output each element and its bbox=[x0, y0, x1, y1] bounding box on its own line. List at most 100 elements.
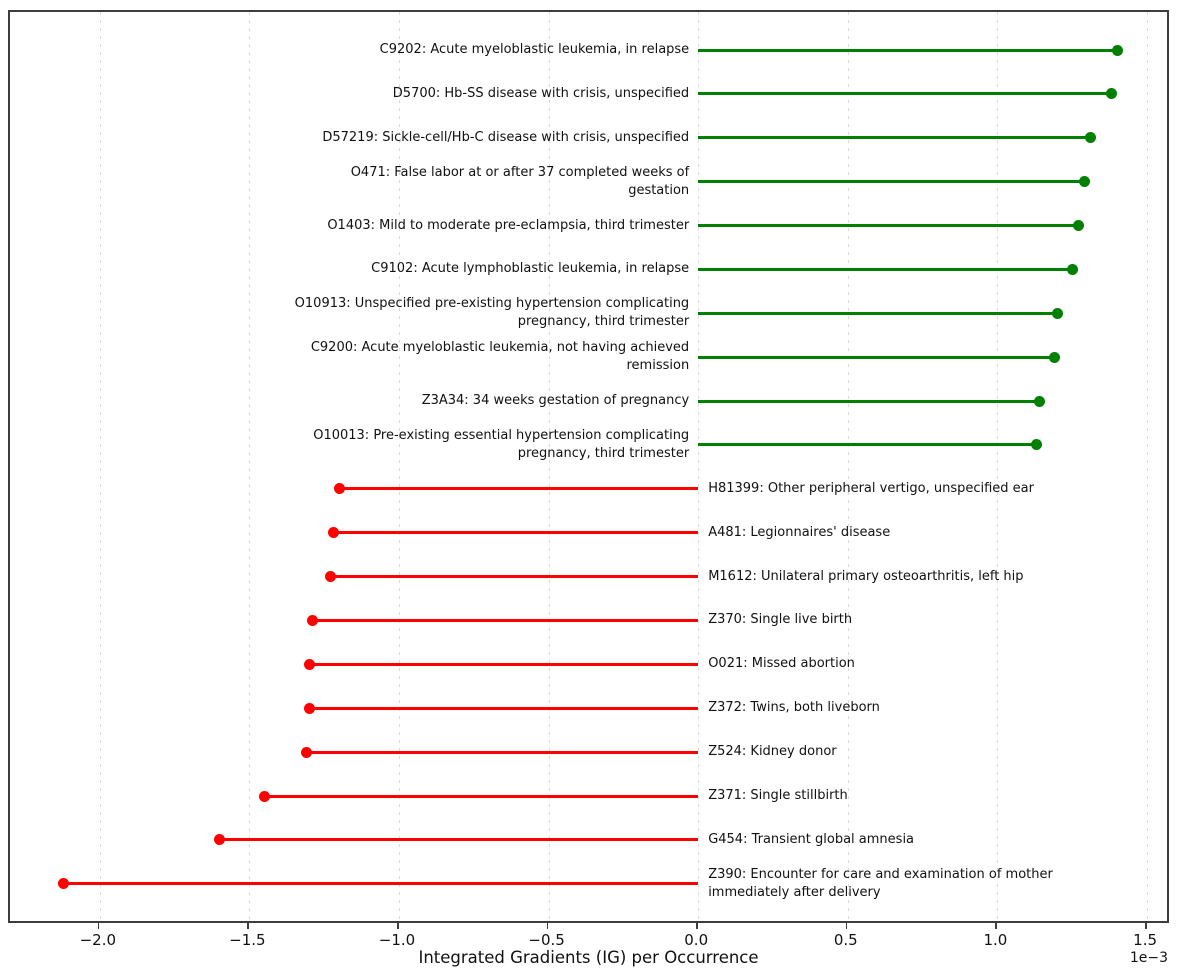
category-label: D5700: Hb-SS disease with crisis, unspec… bbox=[10, 85, 689, 103]
stem bbox=[219, 838, 699, 842]
stem bbox=[264, 794, 699, 798]
category-label-line: O1403: Mild to moderate pre-eclampsia, t… bbox=[327, 217, 690, 233]
category-label: Z370: Single live birth bbox=[708, 611, 852, 629]
x-tick-label: 1.5 bbox=[1133, 931, 1158, 949]
stem bbox=[306, 750, 699, 754]
category-label-line: C9102: Acute lymphoblastic leukemia, in … bbox=[371, 261, 690, 277]
stem bbox=[63, 882, 699, 886]
category-label: M1612: Unilateral primary osteoarthritis… bbox=[708, 568, 1023, 586]
stem bbox=[698, 136, 1091, 140]
category-label-line: Z390: Encounter for care and examination… bbox=[708, 866, 1053, 882]
gridline bbox=[1147, 12, 1149, 921]
gridline bbox=[548, 12, 550, 921]
x-tick-label: −1.0 bbox=[378, 931, 416, 949]
dot bbox=[214, 834, 225, 846]
stem bbox=[333, 531, 699, 535]
stem bbox=[312, 618, 699, 622]
category-label: O471: False labor at or after 37 complet… bbox=[10, 164, 689, 200]
stem bbox=[698, 224, 1079, 227]
dot bbox=[1084, 132, 1096, 144]
x-scale-offset-label: 1e−3 bbox=[1129, 950, 1168, 966]
x-tick-label: −2.0 bbox=[79, 931, 117, 949]
x-tick-mark bbox=[397, 923, 399, 929]
dot bbox=[1078, 176, 1090, 188]
dot bbox=[1072, 220, 1084, 231]
category-label-line: M1612: Unilateral primary osteoarthritis… bbox=[708, 568, 1024, 584]
category-label-line: Z3A34: 34 weeks gestation of pregnancy bbox=[421, 393, 690, 408]
category-label: C9102: Acute lymphoblastic leukemia, in … bbox=[10, 260, 689, 278]
x-tick-mark bbox=[546, 923, 549, 929]
category-label: H81399: Other peripheral vertigo, unspec… bbox=[708, 480, 1034, 498]
stem bbox=[698, 267, 1073, 271]
category-label: O1403: Mild to moderate pre-eclampsia, t… bbox=[10, 217, 689, 235]
stem bbox=[698, 443, 1037, 447]
stem bbox=[330, 575, 699, 579]
x-tick-mark bbox=[1145, 923, 1147, 929]
x-tick-mark bbox=[995, 923, 997, 929]
category-label-line: A481: Legionnaires' disease bbox=[708, 524, 891, 540]
category-label: Z524: Kidney donor bbox=[708, 743, 836, 761]
stem bbox=[698, 180, 1085, 184]
stem bbox=[698, 48, 1118, 52]
x-tick-mark bbox=[845, 923, 848, 929]
gridline bbox=[399, 12, 400, 921]
stem bbox=[698, 399, 1040, 403]
category-label-line: G454: Transient global amnesia bbox=[708, 831, 915, 847]
dot bbox=[1033, 395, 1045, 407]
stem bbox=[698, 92, 1112, 96]
category-label: O10013: Pre-existing essential hypertens… bbox=[10, 427, 689, 463]
dot bbox=[1066, 263, 1078, 275]
category-label: O10913: Unspecified pre-existing hyperte… bbox=[10, 295, 690, 331]
dot bbox=[58, 878, 70, 890]
dot bbox=[300, 746, 312, 758]
category-label-line: Z524: Kidney donor bbox=[708, 744, 837, 760]
dot bbox=[327, 527, 339, 539]
category-label-line: remission bbox=[626, 358, 690, 374]
dot bbox=[333, 483, 345, 495]
x-tick-label: −0.5 bbox=[528, 931, 565, 949]
category-label-line: H81399: Other peripheral vertigo, unspec… bbox=[708, 480, 1034, 496]
stem bbox=[309, 662, 699, 666]
category-label: O021: Missed abortion bbox=[708, 655, 855, 673]
category-label: Z3A34: 34 weeks gestation of pregnancy bbox=[10, 392, 690, 410]
dot bbox=[303, 658, 315, 670]
category-label-line: Z370: Single live birth bbox=[708, 612, 853, 628]
stem bbox=[698, 311, 1058, 315]
category-label: Z371: Single stillbirth bbox=[708, 787, 848, 805]
plot-area: C9202: Acute myeloblastic leukemia, in r… bbox=[8, 10, 1169, 923]
gridline bbox=[847, 12, 849, 921]
x-tick-mark bbox=[696, 923, 698, 929]
category-label-line: Z372: Twins, both liveborn bbox=[708, 700, 880, 716]
dot bbox=[1111, 44, 1123, 56]
category-label: A481: Legionnaires' disease bbox=[708, 524, 890, 542]
gridline bbox=[249, 12, 251, 921]
stem bbox=[309, 706, 699, 710]
category-label: G454: Transient global amnesia bbox=[708, 831, 914, 849]
gridline bbox=[698, 12, 700, 921]
category-label-line: D57219: Sickle-cell/Hb-C disease with cr… bbox=[322, 129, 690, 145]
dot bbox=[1051, 307, 1063, 319]
dot bbox=[258, 790, 270, 802]
x-tick-label: 1.0 bbox=[983, 931, 1008, 949]
x-tick-mark bbox=[247, 923, 249, 929]
dot bbox=[303, 702, 315, 714]
category-label-line: D5700: Hb-SS disease with crisis, unspec… bbox=[392, 85, 690, 101]
category-label: D57219: Sickle-cell/Hb-C disease with cr… bbox=[10, 129, 689, 147]
dot bbox=[1048, 351, 1060, 363]
category-label-line: C9200: Acute myeloblastic leukemia, not … bbox=[310, 340, 690, 356]
stem bbox=[339, 487, 699, 491]
dot bbox=[1105, 88, 1117, 100]
stem bbox=[698, 355, 1055, 359]
gridline bbox=[997, 12, 999, 921]
dot bbox=[1030, 439, 1042, 451]
category-label: C9200: Acute myeloblastic leukemia, not … bbox=[10, 339, 689, 375]
dot bbox=[324, 571, 336, 583]
x-tick-label: 0.5 bbox=[833, 931, 858, 949]
x-tick-mark bbox=[97, 923, 100, 929]
category-label-line: Z371: Single stillbirth bbox=[708, 788, 848, 803]
category-label-line: O10013: Pre-existing essential hypertens… bbox=[313, 427, 690, 443]
x-tick-label: −1.5 bbox=[229, 931, 266, 949]
category-label-line: O021: Missed abortion bbox=[708, 656, 855, 672]
category-label-line: pregnancy, third trimester bbox=[517, 314, 690, 330]
